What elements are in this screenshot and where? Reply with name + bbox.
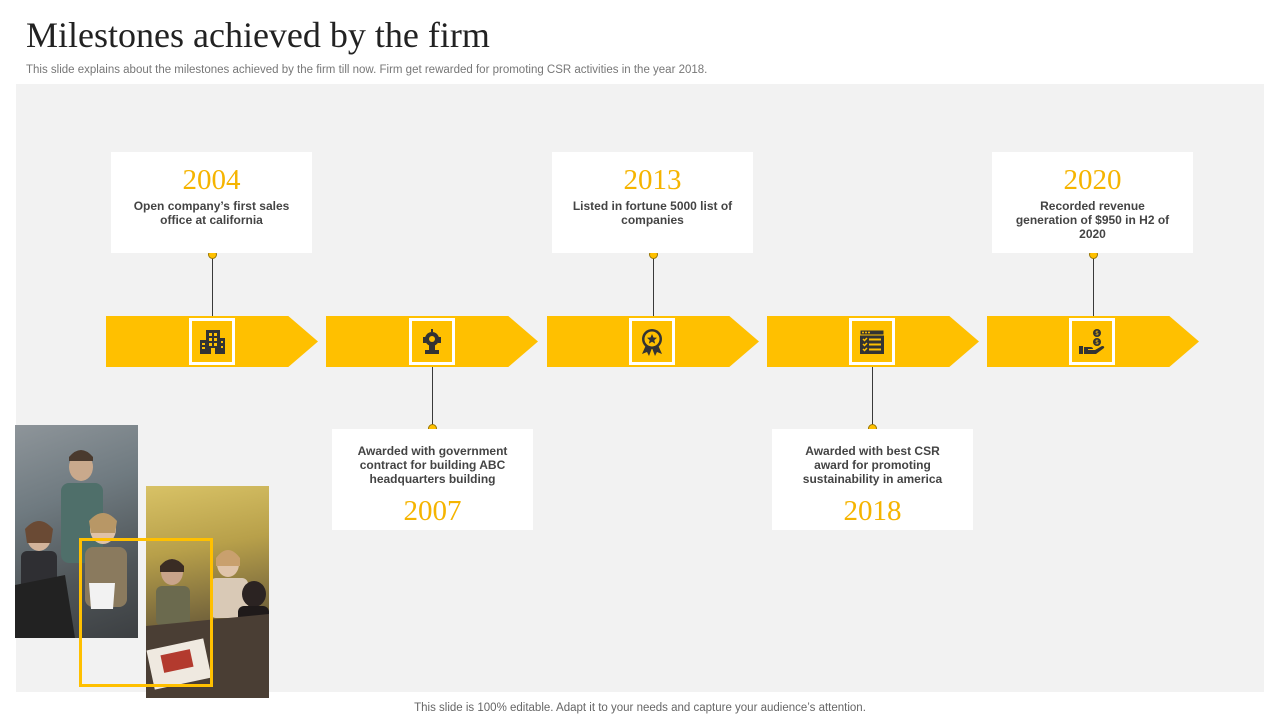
- connector-line-1: [212, 257, 213, 316]
- milestone-card-2004: 2004 Open company’s first sales office a…: [111, 152, 312, 253]
- milestone-year: 2007: [403, 495, 462, 527]
- milestone-card-2018: Awarded with best CSR award for promotin…: [772, 429, 973, 530]
- photo-accent-frame: [79, 538, 213, 687]
- team-photo-1: [15, 425, 138, 638]
- office-building-icon: [200, 329, 225, 354]
- svg-text:$: $: [1095, 330, 1099, 337]
- milestone-description: Listed in fortune 5000 list of companies: [572, 199, 733, 227]
- connector-line-3: [653, 257, 654, 316]
- milestone-description: Recorded revenue generation of $950 in H…: [1015, 199, 1170, 241]
- trophy-icon: [423, 328, 441, 354]
- milestone-year: 2013: [623, 164, 682, 196]
- milestone-year: 2018: [843, 495, 902, 527]
- connector-line-2: [432, 367, 433, 427]
- checklist-icon: [859, 329, 885, 354]
- page-subtitle: This slide explains about the milestones…: [26, 64, 708, 76]
- milestone-description: Awarded with best CSR award for promotin…: [802, 444, 943, 486]
- milestone-card-2007: Awarded with government contract for bui…: [332, 429, 533, 530]
- milestone-description: Open company’s first sales office at cal…: [133, 199, 290, 227]
- footer-note: This slide is 100% editable. Adapt it to…: [414, 702, 866, 714]
- page-title: Milestones achieved by the firm: [26, 15, 490, 55]
- milestone-card-2013: 2013 Listed in fortune 5000 list of comp…: [552, 152, 753, 253]
- milestone-card-2020: 2020 Recorded revenue generation of $950…: [992, 152, 1193, 253]
- icon-frame-2: [409, 318, 455, 365]
- connector-line-4: [872, 367, 873, 427]
- milestone-year: 2004: [182, 164, 241, 196]
- icon-frame-1: [189, 318, 235, 365]
- icon-frame-3: [629, 318, 675, 365]
- connector-line-5: [1093, 257, 1094, 316]
- award-badge-icon: [642, 328, 662, 356]
- icon-frame-4: [849, 318, 895, 365]
- svg-text:$: $: [1095, 339, 1099, 346]
- icon-frame-5: $ $: [1069, 318, 1115, 365]
- money-hand-icon: $ $: [1079, 328, 1105, 354]
- team-photo-2: [146, 486, 269, 698]
- milestone-year: 2020: [1063, 164, 1122, 196]
- milestone-description: Awarded with government contract for bui…: [357, 444, 508, 486]
